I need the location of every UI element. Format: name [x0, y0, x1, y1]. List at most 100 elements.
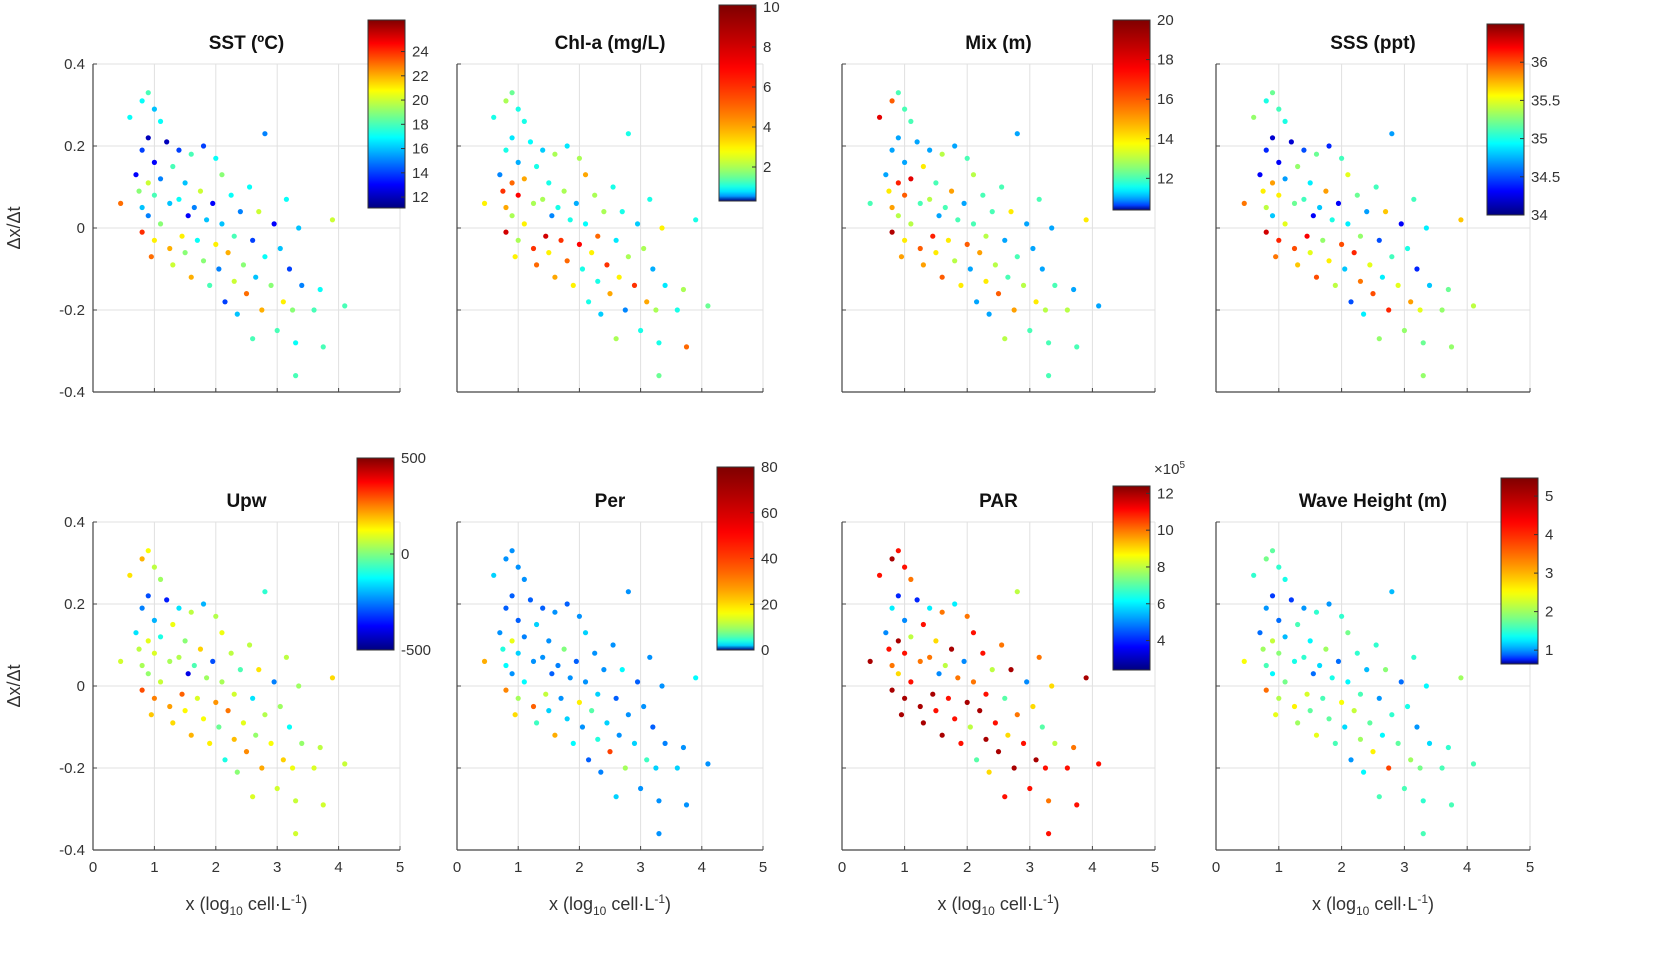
scatter-point	[133, 172, 139, 178]
scatter-point	[1448, 802, 1455, 808]
scatter-point	[311, 307, 317, 313]
scatter-point	[1326, 601, 1332, 607]
scatter-point	[564, 716, 570, 722]
scatter-point	[179, 233, 185, 239]
scatter-point	[1282, 679, 1288, 685]
scatter-point	[656, 340, 662, 346]
scatter-point	[977, 250, 983, 256]
scatter-point	[613, 237, 619, 243]
y-tick-label: 0.4	[64, 56, 85, 73]
scatter-point	[515, 192, 521, 198]
scatter-point	[515, 695, 521, 701]
scatter-point	[259, 307, 265, 313]
scatter-point	[659, 683, 665, 689]
scatter-point	[939, 274, 945, 280]
x-tick-label: 0	[453, 859, 461, 876]
scatter-point	[1251, 572, 1257, 578]
scatter-point	[286, 266, 293, 272]
scatter-point	[1276, 192, 1282, 198]
scatter-point	[1002, 237, 1008, 243]
scatter-point	[1335, 658, 1342, 665]
scatter-point	[625, 712, 631, 718]
scatter-point	[647, 196, 653, 202]
scatter-point	[521, 634, 527, 640]
scatter-point	[543, 691, 549, 697]
scatter-point	[1282, 221, 1288, 227]
scatter-point	[1329, 217, 1335, 223]
scatter-point	[286, 724, 293, 730]
scatter-point	[1379, 732, 1386, 738]
scatter-point	[1260, 188, 1266, 194]
scatter-point	[876, 572, 883, 578]
scatter-point	[610, 642, 616, 648]
scatter-point	[895, 90, 901, 96]
scatter-point	[1345, 221, 1351, 227]
y-tick-label: 0	[77, 220, 85, 237]
scatter-point	[1395, 740, 1401, 747]
scatter-point	[1376, 336, 1382, 342]
scatter-point	[1307, 180, 1313, 186]
scatter-point	[533, 163, 540, 170]
x-tick-label: 1	[150, 859, 158, 876]
colorbar-tick-label: 22	[412, 68, 429, 85]
scatter-point	[589, 708, 595, 714]
scatter-point	[983, 736, 989, 742]
scatter-point	[1276, 237, 1282, 243]
scatter-point	[992, 262, 998, 268]
scatter-point	[1295, 720, 1301, 726]
scatter-point	[515, 650, 521, 656]
scatter-point	[512, 254, 518, 260]
scatter-point	[1329, 675, 1335, 681]
scatter-point	[145, 213, 151, 219]
scatter-point	[139, 229, 145, 235]
scatter-point	[170, 621, 176, 628]
scatter-point	[902, 650, 908, 656]
scatter-point	[1323, 646, 1329, 652]
scatter-point	[964, 699, 970, 706]
scatter-point	[317, 744, 323, 751]
scatter-point	[145, 671, 151, 677]
scatter-point	[917, 200, 923, 206]
scatter-point	[895, 638, 901, 644]
scatter-point	[213, 241, 219, 247]
scatter-point	[250, 695, 256, 701]
scatter-point	[930, 233, 936, 239]
scatter-point	[481, 200, 488, 206]
scatter-point	[638, 327, 644, 334]
scatter-point	[933, 638, 939, 644]
scatter-point	[540, 147, 546, 153]
scatter-point	[1033, 299, 1039, 305]
scatter-point	[607, 291, 613, 297]
scatter-point	[1304, 233, 1310, 239]
x-tick-label: 2	[1337, 859, 1345, 876]
scatter-point	[231, 233, 237, 239]
scatter-point	[1417, 307, 1423, 313]
subplot-0: -0.4 -0.2 0 0.2 0.4 SST (ºC) Δx/Δt 12 14 16 18 20 22…	[4, 19, 429, 401]
scatter-point	[914, 139, 920, 145]
subplot-title: Upw	[226, 491, 266, 512]
scatter-point	[576, 155, 583, 161]
scatter-point	[1320, 237, 1326, 243]
scatter-point	[902, 106, 908, 112]
scatter-point	[1420, 831, 1426, 837]
scatter-point	[653, 307, 659, 313]
x-tick-label: 2	[575, 859, 583, 876]
scatter-point	[515, 106, 521, 112]
scatter-point	[1408, 299, 1414, 305]
scatter-point	[1417, 765, 1423, 771]
scatter-point	[1317, 204, 1323, 211]
scatter-point	[656, 831, 662, 837]
scatter-point	[604, 720, 610, 726]
scatter-point	[619, 209, 625, 215]
scatter-point	[289, 765, 296, 771]
scatter-point	[1269, 593, 1276, 599]
scatter-point	[1014, 712, 1020, 718]
scatter-point	[683, 344, 690, 350]
scatter-point	[179, 691, 185, 697]
scatter-point	[210, 200, 216, 206]
scatter-point	[262, 131, 268, 137]
colorbar-tick-label: 10	[1157, 522, 1174, 539]
scatter-point	[650, 266, 656, 272]
scatter-point	[1039, 266, 1045, 272]
